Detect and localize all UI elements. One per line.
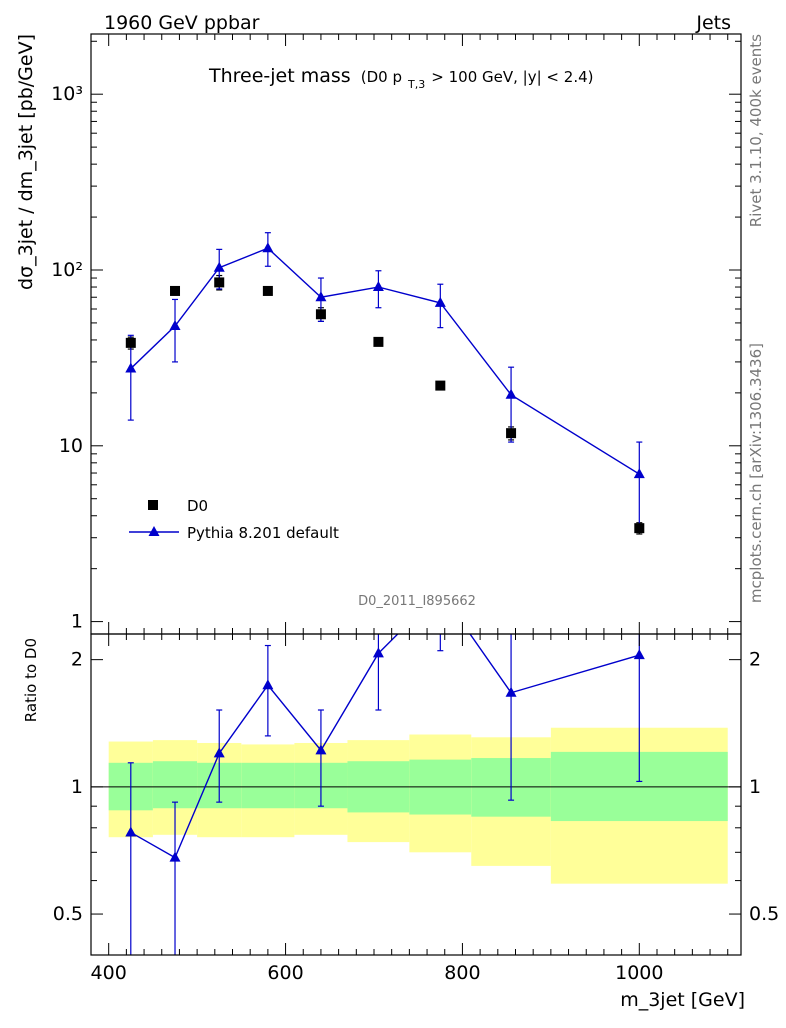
main-ylabel: dσ_3jet / dm_3jet [pb/GeV] [15, 34, 37, 290]
mc-point-5 [372, 281, 384, 292]
title-sub-suffix: > 100 GeV, |y| < 2.4) [431, 68, 593, 86]
legend-d0-label: D0 [187, 497, 208, 515]
xtick-label-2: 800 [444, 962, 480, 984]
d0-point-4 [315, 309, 326, 320]
d0-point-5 [373, 336, 384, 347]
ratio-ytick-label-right-1: 1 [749, 776, 761, 798]
ratio-mc-point-3 [262, 679, 274, 690]
ratio-ytick-label-right-2: 2 [749, 649, 761, 671]
ratio-ytick-label-right-0: 0.5 [749, 903, 779, 925]
d0-point-1 [170, 285, 181, 296]
title-sub-prefix: (D0 p [361, 68, 402, 86]
ratio-mc-point-2 [213, 747, 225, 758]
mc-line [130, 247, 640, 475]
mc-point-1 [169, 320, 181, 331]
title-main: Three-jet mass [208, 65, 351, 87]
main-ytick-label-3: 10³ [51, 83, 83, 105]
ratio-mc-point-1 [169, 851, 181, 862]
header-right: Jets [695, 12, 731, 34]
ratio-frame [90, 633, 742, 956]
mc-point-2 [213, 261, 225, 272]
mcplots-label: mcplots.cern.ch [arXiv:1306.3436] [747, 343, 765, 603]
ratio-ytick-label-left-0: 0.5 [53, 903, 83, 925]
legend-d0-marker [148, 500, 158, 510]
main-ytick-label-1: 10 [59, 435, 83, 457]
xtick-label-0: 400 [91, 962, 127, 984]
mc-point-7 [505, 388, 517, 399]
rivet-label: Rivet 3.1.10, 400k events [747, 34, 765, 227]
ratio-mc-point-4 [315, 744, 327, 755]
ratio-mc-point-8 [633, 649, 645, 660]
ratio-uncertainty-bands [108, 727, 728, 884]
band-inner-1 [152, 761, 198, 809]
axis-ticks-layer: 1 10 10² 10³ 0.5 0.5 1 1 2 2 400 600 800 1000 [51, 34, 779, 984]
ratio-mc-point-0 [125, 826, 137, 837]
legend-mc-marker [148, 526, 160, 536]
main-plot-layer [125, 232, 645, 535]
xtick-label-3: 1000 [615, 962, 663, 984]
ratio-ylabel: Ratio to D0 [22, 638, 40, 722]
analysis-id: D0_2011_I895662 [358, 594, 476, 609]
mc-point-6 [434, 296, 446, 307]
plot-title: Three-jet mass (D0 p T,3 > 100 GeV, |y| … [208, 65, 593, 93]
band-inner-3 [241, 762, 295, 809]
d0-point-6 [435, 380, 446, 391]
ratio-ytick-label-left-2: 2 [71, 649, 83, 671]
xtick-label-1: 600 [267, 962, 303, 984]
mc-point-3 [262, 242, 274, 253]
d0-point-7 [506, 428, 517, 439]
legend: D0 Pythia 8.201 default [129, 497, 339, 542]
d0-point-3 [262, 285, 273, 296]
title-sub-subscript: T,3 [407, 78, 425, 91]
d0-point-2 [214, 277, 225, 288]
header-left: 1960 GeV ppbar [104, 12, 260, 34]
d0-point-0 [125, 337, 136, 348]
xlabel: m_3jet [GeV] [620, 989, 745, 1011]
ratio-ytick-label-left-1: 1 [71, 776, 83, 798]
mc-point-0 [125, 362, 137, 373]
legend-mc-label: Pythia 8.201 default [187, 524, 339, 542]
mc-point-4 [315, 291, 327, 302]
ratio-plot-layer [91, 634, 741, 955]
main-ytick-label-0: 1 [71, 611, 83, 633]
plot-frames [90, 33, 742, 956]
mc-point-8 [633, 468, 645, 479]
ratio-mc-point-5 [372, 647, 384, 658]
main-frame [90, 33, 742, 635]
d0-point-8 [634, 523, 645, 534]
main-ytick-label-2: 10² [51, 259, 83, 281]
ratio-mc-point-7 [505, 686, 517, 697]
